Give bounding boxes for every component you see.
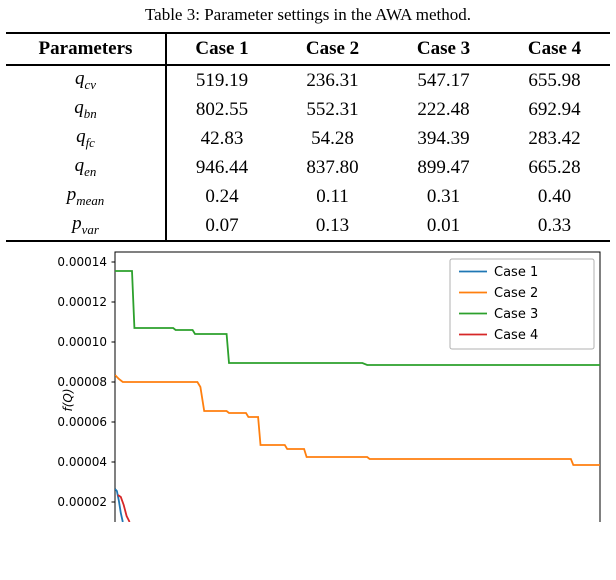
y-tick-label: 0.00008 <box>57 375 107 389</box>
legend-box <box>449 258 595 350</box>
value-cell: 0.31 <box>426 185 461 207</box>
col-header-parameters: Parameters <box>6 33 167 66</box>
plot-spines <box>114 251 601 522</box>
table-caption: Table 3: Parameter settings in the AWA m… <box>144 5 472 24</box>
y-tick-label: 0.00014 <box>57 255 107 269</box>
legend-label: Case 3 <box>494 307 538 322</box>
value-cell: 655.98 <box>528 69 581 91</box>
value-cell: 0.13 <box>315 214 350 236</box>
value-cell: 0.33 <box>537 214 572 236</box>
col-header-case2: Case 2 <box>277 33 388 66</box>
table-row: pmean 0.24 0.11 0.31 0.40 <box>6 182 610 211</box>
value-cell: 0.01 <box>426 214 461 236</box>
table-row: qbn 802.55 552.31 222.48 692.94 <box>6 95 610 124</box>
series-line-case-2 <box>115 374 600 466</box>
legend-label: Case 2 <box>494 286 538 301</box>
value-cell: 802.55 <box>195 98 249 120</box>
y-tick-label: 0.00006 <box>57 415 107 429</box>
table-body: qcv 519.19 236.31 547.17 655.98 qbn 802.55 552.… <box>6 65 610 241</box>
table-row: qfc 42.83 54.28 394.39 283.42 <box>6 124 610 153</box>
value-cell: 42.83 <box>200 127 244 149</box>
legend-label: Case 4 <box>494 328 538 343</box>
table-header-row: Parameters Case 1 Case 2 Case 3 Case 4 <box>6 33 610 66</box>
param-label: pmean <box>6 182 167 211</box>
line-chart: 0.00002 0.00004 0.00006 0.00008 0.00010 0.000… <box>57 251 601 522</box>
value-cell: 552.31 <box>306 98 359 120</box>
y-tick-label: 0.00010 <box>57 335 107 349</box>
y-tick-label: 0.00004 <box>57 455 107 469</box>
table-row: qcv 519.19 236.31 547.17 655.98 <box>6 65 610 95</box>
value-cell: 0.07 <box>205 214 239 236</box>
value-cell: 394.39 <box>417 127 470 149</box>
y-tick-label: 0.00002 <box>57 495 107 509</box>
param-label: qen <box>6 153 167 182</box>
table-row: qen 946.44 837.80 899.47 665.28 <box>6 153 610 182</box>
value-cell: 54.28 <box>311 127 354 149</box>
param-label: qcv <box>6 65 167 95</box>
col-header-case1: Case 1 <box>166 33 277 66</box>
series-line-case-3 <box>115 270 600 366</box>
value-cell: 837.80 <box>306 156 359 178</box>
series-line-case-4 <box>117 494 131 522</box>
parameters-table: Parameters Case 1 Case 2 Case 3 Case 4 q… <box>6 32 610 242</box>
value-cell: 283.42 <box>528 127 581 149</box>
value-cell: 899.47 <box>417 156 470 178</box>
value-cell: 692.94 <box>528 98 581 120</box>
value-cell: 0.40 <box>537 185 572 207</box>
value-cell: 222.48 <box>417 98 470 120</box>
col-header-case4: Case 4 <box>499 33 610 66</box>
legend-label: Case 1 <box>494 265 538 280</box>
chart-legend: Case 1 Case 2 Case 3 Case 4 <box>449 258 595 350</box>
y-axis-label: f(Q) <box>61 388 75 411</box>
col-header-case3: Case 3 <box>388 33 499 66</box>
param-label: pvar <box>6 211 167 241</box>
table-row: pvar 0.07 0.13 0.01 0.33 <box>6 211 610 241</box>
value-cell: 547.17 <box>417 69 470 91</box>
param-label: qfc <box>6 124 167 153</box>
value-cell: 0.11 <box>316 185 349 207</box>
value-cell: 946.44 <box>195 156 249 178</box>
value-cell: 665.28 <box>528 156 581 178</box>
value-cell: 236.31 <box>306 69 359 91</box>
value-cell: 0.24 <box>205 185 239 207</box>
series-line-case-1 <box>115 488 124 522</box>
convergence-figure: 0.00002 0.00004 0.00006 0.00008 0.00010 0.000… <box>0 242 616 524</box>
y-tick-label: 0.00012 <box>57 295 107 309</box>
param-label: qbn <box>6 95 167 124</box>
value-cell: 519.19 <box>195 69 249 91</box>
